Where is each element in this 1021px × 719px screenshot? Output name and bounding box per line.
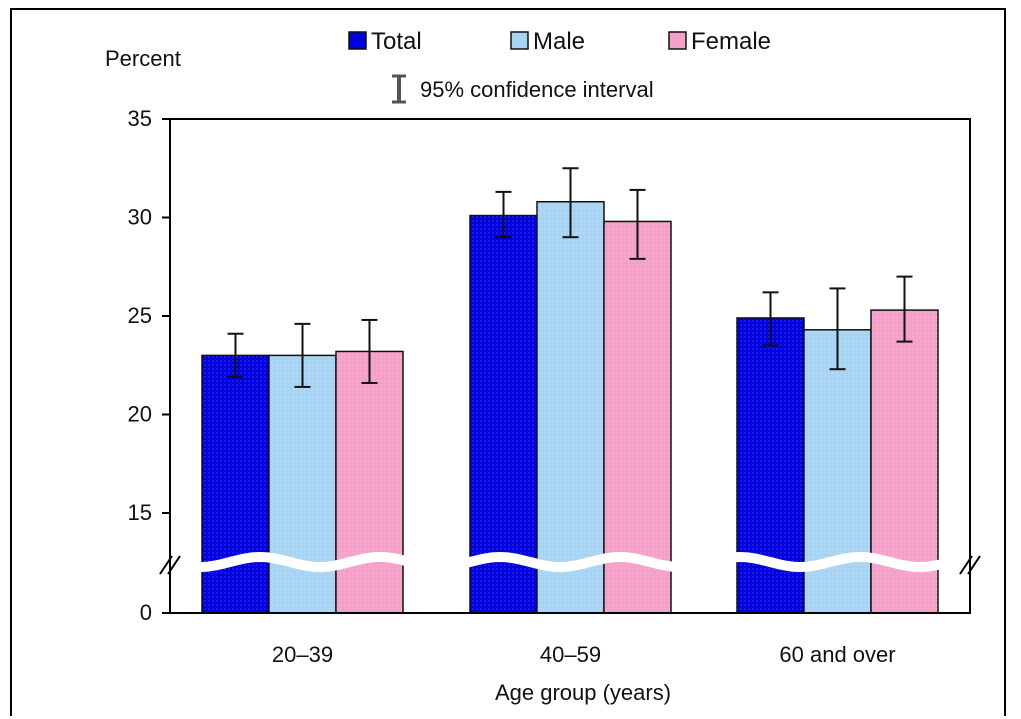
y-tick-label: 25 xyxy=(128,303,152,328)
y-tick-label: 20 xyxy=(128,402,152,427)
x-tick-label: 40–59 xyxy=(540,642,601,667)
legend-label: Male xyxy=(533,28,585,55)
ci-legend-label: 95% confidence interval xyxy=(420,77,654,102)
legend-label: Female xyxy=(691,28,771,55)
ci-legend: 95% confidence interval xyxy=(392,74,654,104)
plot-area xyxy=(169,118,971,614)
y-axis-label: Percent xyxy=(105,46,181,71)
y-axis: 35 30 25 20 15 0 xyxy=(128,106,170,625)
legend-label: Total xyxy=(371,28,422,55)
legend-swatch xyxy=(668,31,687,50)
bar-texture xyxy=(537,201,604,614)
y-tick-label: 0 xyxy=(140,600,152,625)
y-tick-label: 35 xyxy=(128,106,152,131)
legend-swatch xyxy=(348,31,367,50)
legend-swatch xyxy=(510,31,529,50)
x-axis: 20–39 40–59 60 and over xyxy=(272,642,896,667)
x-tick-label: 20–39 xyxy=(272,642,333,667)
bar-texture xyxy=(269,355,336,613)
bar-texture xyxy=(336,351,403,613)
bar-texture xyxy=(470,215,537,613)
legend: Total Male Female xyxy=(348,28,771,55)
y-tick-label: 30 xyxy=(128,205,152,230)
y-tick-label: 15 xyxy=(128,500,152,525)
chart-frame xyxy=(10,8,1006,716)
x-axis-label: Age group (years) xyxy=(495,680,671,705)
bars xyxy=(201,167,939,614)
bar-texture xyxy=(604,221,671,613)
bar-texture xyxy=(202,355,269,613)
axis-break-band xyxy=(163,551,973,573)
x-tick-label: 60 and over xyxy=(779,642,895,667)
